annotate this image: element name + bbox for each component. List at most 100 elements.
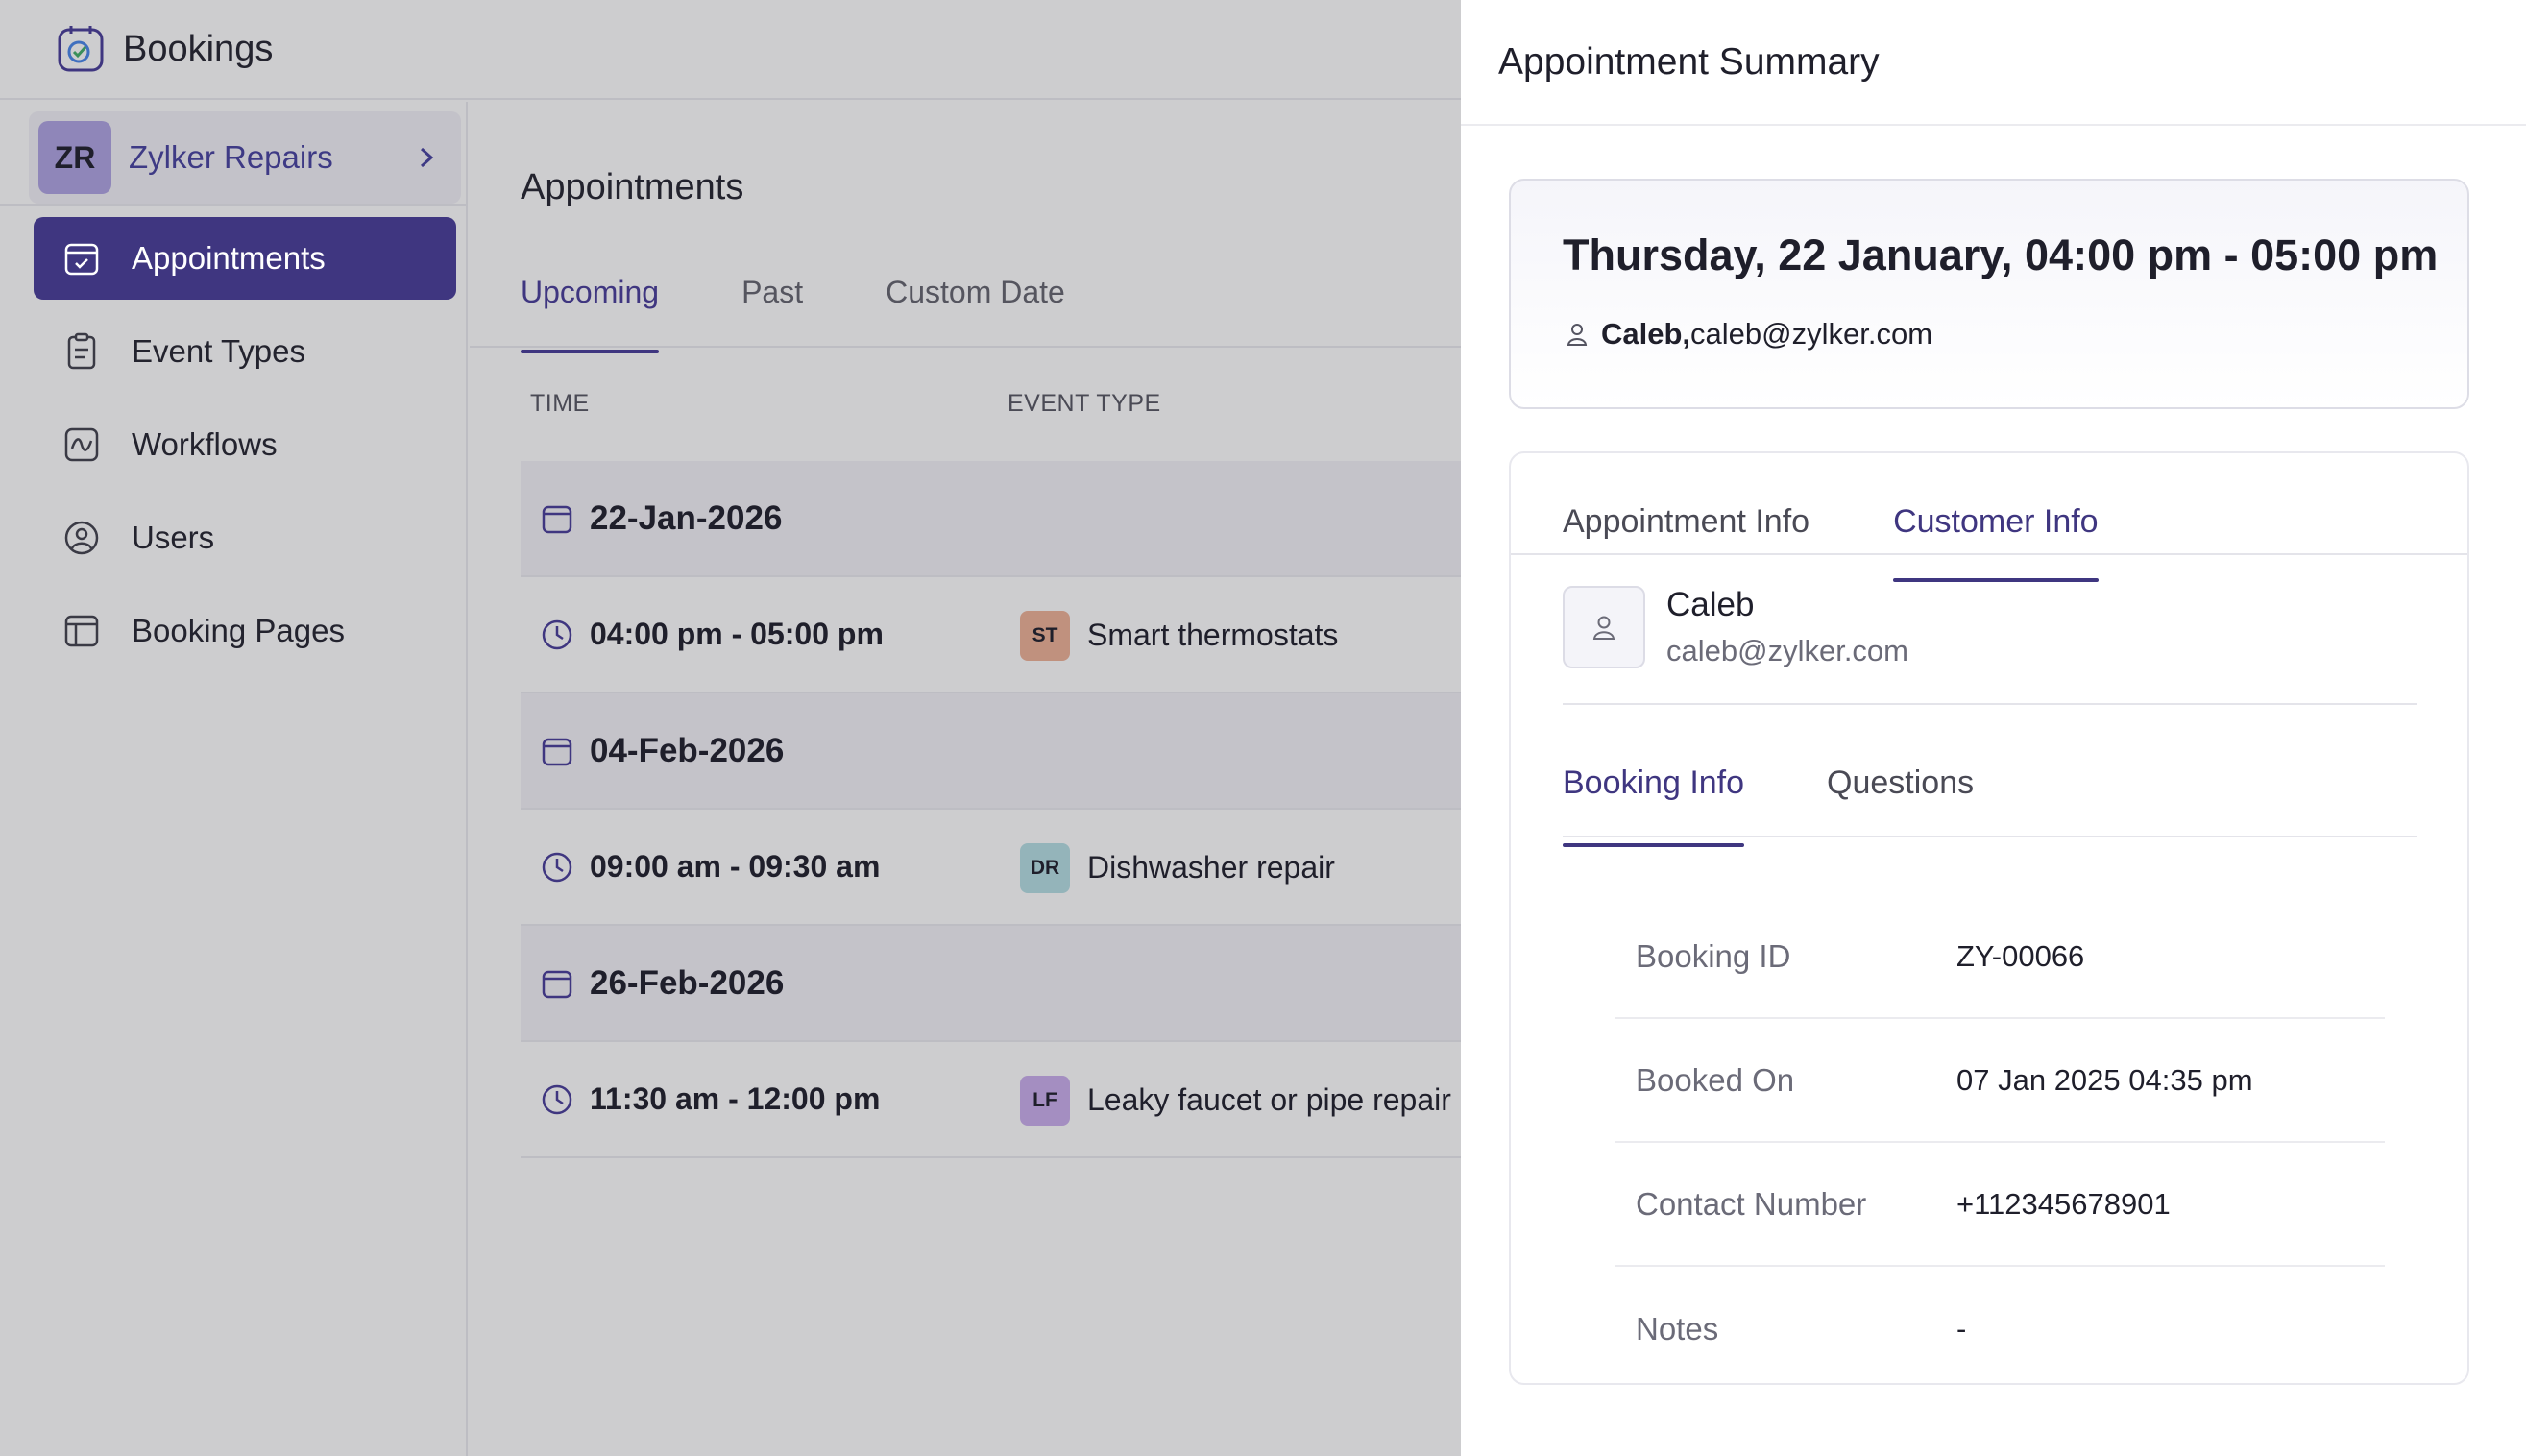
event-type-name: Dishwasher repair [1087,850,1335,885]
date-group-row: 22-Jan-2026 [521,461,1462,577]
booking-details: Booking ID ZY-00066 Booked On 07 Jan 202… [1615,895,2385,1383]
event-type-cell: ST Smart thermostats [1020,577,1338,693]
calendar-check-icon [64,243,99,276]
panel-header: Appointment Summary [1461,0,2526,126]
detail-label: Booking ID [1636,937,1791,974]
clock-icon [542,619,572,649]
date-label: 26-Feb-2026 [590,963,785,1002]
table-row[interactable]: 11:30 am - 12:00 pm LF Leaky faucet or p… [521,1042,1462,1158]
date-label: 04-Feb-2026 [590,731,785,769]
detail-label: Booked On [1636,1061,1795,1098]
event-type-cell: LF Leaky faucet or pipe repair [1020,1042,1451,1158]
appointment-summary-panel: Appointment Summary Thursday, 22 January… [1461,0,2526,1456]
sidebar-item-label: Event Types [132,333,306,369]
calendar-icon [542,738,572,765]
panel-title: Appointment Summary [1498,40,1880,83]
org-name: Zylker Repairs [129,139,333,175]
tab-upcoming[interactable]: Upcoming [521,275,660,353]
date-group-row: 26-Feb-2026 [521,926,1462,1042]
sidebar-item-label: Appointments [132,240,326,276]
page-title: Appointments [521,167,744,207]
sidebar-item-appointments[interactable]: Appointments [34,217,456,300]
customer-info: Caleb caleb@zylker.com [1666,586,1908,703]
table-row[interactable]: 09:00 am - 09:30 am DR Dishwasher repair [521,810,1462,926]
customer-email: caleb@zylker.com [1690,317,1933,351]
customer-card: Caleb caleb@zylker.com [1563,586,2417,705]
event-type-badge: LF [1020,1075,1070,1126]
app-title: Bookings [123,28,274,69]
tab-appointment-info[interactable]: Appointment Info [1563,503,1810,540]
tab-customer-info[interactable]: Customer Info [1893,482,2099,582]
event-type-badge: ST [1020,610,1070,661]
appointment-tabs: Upcoming Past Custom Date [521,275,1148,353]
workflow-icon [64,427,99,462]
column-header-event-type: EVENT TYPE [1008,390,1161,417]
user-circle-icon [64,521,99,555]
tab-past[interactable]: Past [741,275,804,309]
divider [0,204,466,206]
appointments-table: 22-Jan-2026 04:00 pm - 05:00 pm ST Smart… [521,461,1462,1158]
detail-row: Contact Number +112345678901 [1615,1143,2385,1267]
customer-email: caleb@zylker.com [1666,634,1908,667]
event-type-badge: DR [1020,842,1070,893]
tab-booking-info[interactable]: Booking Info [1563,751,1745,847]
event-type-name: Smart thermostats [1087,618,1339,652]
event-type-cell: DR Dishwasher repair [1020,810,1335,926]
user-icon [1567,324,1588,346]
detail-label: Notes [1636,1310,1719,1347]
column-header-time: TIME [530,390,590,417]
detail-value: ZY-00066 [1956,938,2085,973]
sidebar-item-users[interactable]: Users [34,497,456,579]
time-range: 09:00 am - 09:30 am [590,849,881,884]
clipboard-icon [67,332,96,370]
detail-value: +112345678901 [1956,1186,2171,1221]
avatar [1563,586,1645,668]
summary-card: Thursday, 22 January, 04:00 pm - 05:00 p… [1509,179,2469,409]
org-switcher[interactable]: ZR Zylker Repairs [29,111,461,204]
org-avatar: ZR [38,121,111,194]
sidebar-item-label: Booking Pages [132,613,345,648]
booking-page-icon [64,615,99,647]
clock-icon [542,1084,572,1114]
top-bar: Bookings [0,0,1461,100]
info-tabs: Appointment Info Customer Info [1563,482,2182,582]
customer-name: Caleb, [1601,317,1691,351]
event-type-name: Leaky faucet or pipe repair [1087,1082,1451,1117]
detail-row: Booked On 07 Jan 2025 04:35 pm [1615,1019,2385,1143]
detail-value: - [1956,1311,1967,1346]
detail-row: Booking ID ZY-00066 [1615,895,2385,1019]
info-card: Appointment Info Customer Info Caleb cal… [1509,451,2469,1385]
main-content: Appointments Upcoming Past Custom Date T… [470,102,1462,1456]
table-row[interactable]: 04:00 pm - 05:00 pm ST Smart thermostats [521,577,1462,693]
sidebar-item-label: Users [132,520,215,555]
bookings-logo-icon [58,26,104,72]
sidebar: ZR Zylker Repairs Appointments [0,102,468,1456]
appointment-datetime: Thursday, 22 January, 04:00 pm - 05:00 p… [1563,231,2439,279]
sidebar-item-booking-pages[interactable]: Booking Pages [34,590,456,672]
date-label: 22-Jan-2026 [590,498,783,537]
time-range: 04:00 pm - 05:00 pm [590,617,884,651]
chevron-right-icon [420,147,434,168]
tab-custom-date[interactable]: Custom Date [886,275,1065,309]
sidebar-nav: Appointments Event Types Workflows [34,217,456,683]
detail-label: Contact Number [1636,1185,1867,1222]
detail-value: 07 Jan 2025 04:35 pm [1956,1062,2253,1097]
divider [470,346,1461,348]
customer-name: Caleb [1666,586,1755,623]
divider [1563,836,2417,837]
customer-summary: Caleb, caleb@zylker.com [1563,317,1932,352]
detail-row: Notes - [1615,1267,2385,1383]
calendar-icon [542,505,572,533]
sidebar-item-workflows[interactable]: Workflows [34,403,456,486]
app-background: Bookings ZR Zylker Repairs Appointments [0,0,1462,1456]
sidebar-item-label: Workflows [132,426,278,462]
divider [1511,553,2467,555]
time-range: 11:30 am - 12:00 pm [590,1081,881,1116]
sidebar-item-event-types[interactable]: Event Types [34,310,456,393]
clock-icon [542,852,572,882]
booking-tabs: Booking Info Questions [1563,751,2056,847]
date-group-row: 04-Feb-2026 [521,693,1462,810]
calendar-icon [542,970,572,998]
tab-questions[interactable]: Questions [1827,764,1975,801]
user-icon [1592,616,1615,640]
